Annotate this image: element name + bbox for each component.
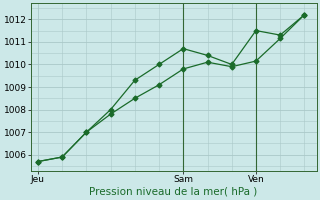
X-axis label: Pression niveau de la mer( hPa ): Pression niveau de la mer( hPa ) <box>90 187 258 197</box>
